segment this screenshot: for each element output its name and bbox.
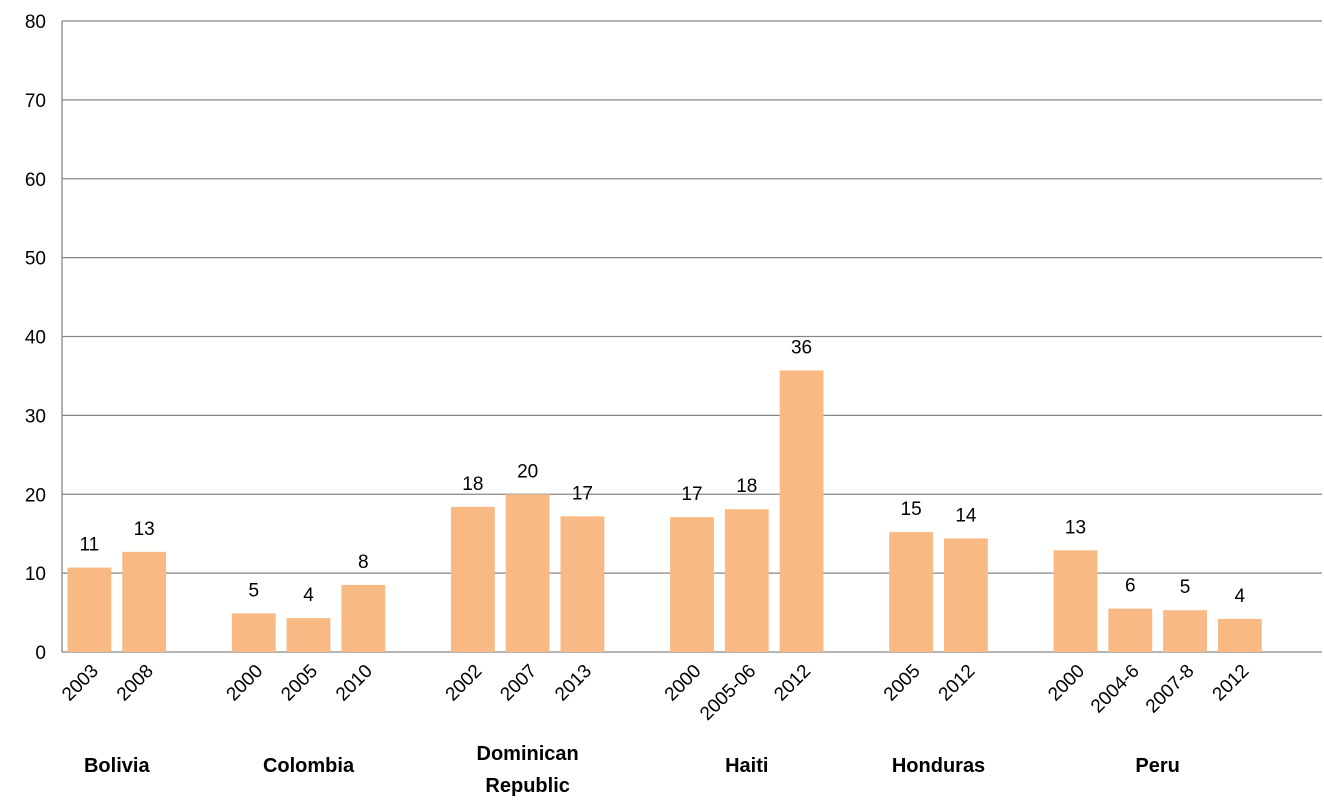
y-tick-label: 30 (25, 406, 46, 427)
group-label: Haiti (725, 755, 768, 777)
bar (779, 370, 824, 652)
bar (286, 618, 331, 652)
y-tick-label: 50 (25, 249, 46, 270)
bar-value-label: 18 (462, 474, 483, 495)
bar (944, 538, 988, 652)
x-tick-label: 2005-06 (696, 661, 760, 725)
bar-value-label: 11 (80, 535, 100, 556)
x-tick-label: 2010 (332, 661, 377, 706)
bar (560, 516, 605, 652)
y-tick-label: 80 (25, 12, 46, 33)
x-tick-label: 2013 (551, 661, 596, 706)
bar (1053, 550, 1098, 652)
bar (1108, 608, 1153, 652)
bar (341, 584, 386, 652)
y-tick-label: 0 (35, 643, 46, 664)
bar (450, 506, 495, 652)
bar-value-label: 4 (1235, 586, 1246, 607)
bar-value-label: 17 (572, 483, 593, 504)
x-tick-label: 2000 (1044, 661, 1089, 706)
bar-value-label: 17 (681, 484, 702, 505)
x-tick-label: 2002 (442, 661, 487, 706)
bar-value-label: 8 (358, 552, 369, 573)
bar (889, 532, 934, 652)
x-tick-label: 2004-6 (1087, 661, 1144, 718)
labels: 0 10 20 30 40 50 60 70 80 11 2003 13 2008 Bolivia 5 200… (25, 12, 1254, 797)
bar-value-label: 13 (1065, 517, 1086, 538)
bars (67, 370, 1262, 652)
bar-value-label: 6 (1125, 576, 1136, 597)
bar-value-label: 20 (517, 461, 538, 482)
bar-value-label: 5 (248, 580, 259, 601)
y-tick-label: 60 (25, 170, 46, 191)
x-tick-label: 2005 (880, 661, 925, 706)
group-label: Bolivia (84, 755, 150, 777)
x-tick-label: 2008 (113, 661, 158, 706)
gridlines (62, 20, 1322, 574)
bar-value-label: 15 (901, 499, 922, 520)
y-tick-label: 40 (25, 328, 46, 349)
x-tick-label: 2000 (661, 661, 706, 706)
x-tick-label: 2012 (770, 661, 815, 706)
x-tick-label: 2000 (223, 661, 268, 706)
bar-value-label: 18 (736, 476, 757, 497)
bar-value-label: 14 (955, 505, 977, 526)
bar (67, 567, 112, 652)
bar-value-label: 4 (303, 585, 314, 606)
group-label: Dominican Republic (477, 743, 579, 797)
bar (724, 509, 769, 652)
x-tick-label: 2012 (935, 661, 980, 706)
x-tick-label: 2012 (1209, 661, 1254, 706)
bar (1163, 610, 1207, 652)
x-tick-label: 2003 (58, 661, 103, 706)
x-tick-label: 2007-8 (1142, 661, 1199, 718)
bar-value-label: 36 (791, 337, 812, 358)
bar (231, 613, 276, 652)
y-tick-label: 20 (25, 485, 46, 506)
bar (1217, 618, 1262, 652)
group-label: Peru (1135, 755, 1179, 777)
y-tick-label: 10 (25, 564, 46, 585)
bar (505, 494, 550, 652)
group-label: Colombia (263, 755, 355, 777)
bar-value-label: 13 (134, 519, 155, 540)
x-tick-label: 2005 (277, 661, 322, 706)
bar-value-label: 5 (1180, 577, 1191, 598)
bar (122, 551, 167, 652)
group-label: Honduras (892, 755, 985, 777)
x-tick-label: 2007 (496, 661, 541, 706)
y-tick-label: 70 (25, 91, 46, 112)
bar (670, 517, 714, 652)
